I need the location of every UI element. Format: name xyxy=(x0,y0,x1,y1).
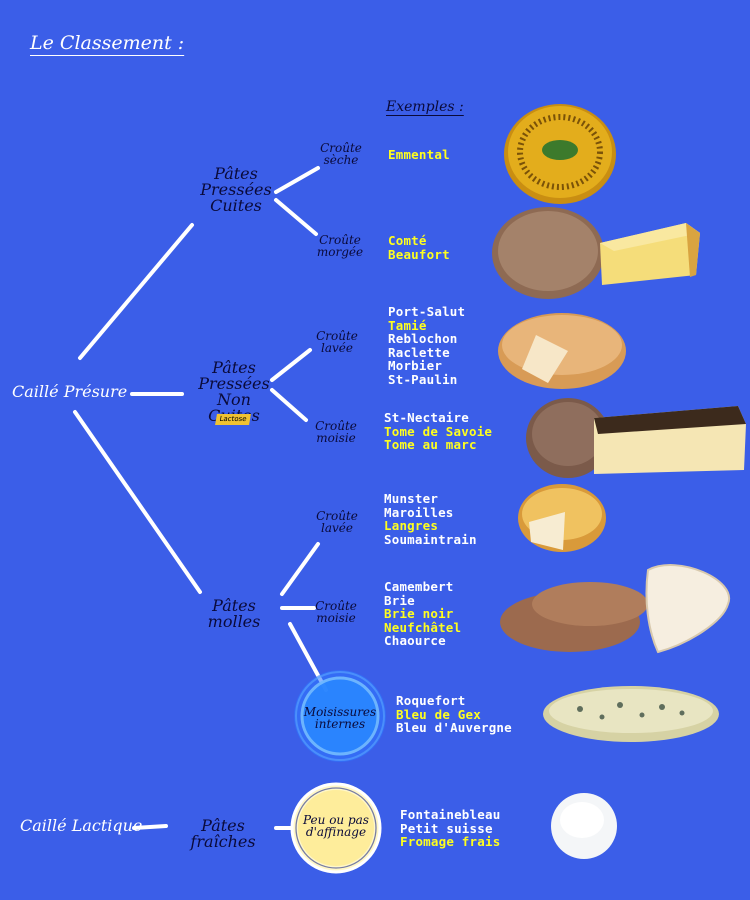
example-lavee_1-1: Tamié xyxy=(388,317,427,333)
example-lavee_2-1: Maroilles xyxy=(384,504,454,520)
examples-morgee: Comté Beaufort xyxy=(388,234,450,261)
crust-moisie-1: Croûte moisie xyxy=(315,419,357,445)
example-lavee_1-2: Reblochon xyxy=(388,331,458,346)
crust-seche: Croûte sèche xyxy=(320,141,362,167)
examples-lavee-1: Port-Salut Tamié Reblochon Raclette Morbier S… xyxy=(388,305,465,386)
example-internes-0: Roquefort xyxy=(396,693,466,708)
crust-lavee-1: Croûte lavée xyxy=(316,329,358,355)
tome-image xyxy=(526,398,746,478)
example-morgee-0: Comté xyxy=(388,233,427,248)
example-lavee_2-2: Langres xyxy=(384,518,439,533)
camembert-brie-image xyxy=(500,564,731,654)
example-moisie_2-0: Camembert xyxy=(384,579,454,594)
family-pates-fraiches: Pâtes fraîches xyxy=(190,816,256,851)
line-molles-lavee xyxy=(280,542,320,596)
example-internes-2: Bleu d'Auvergne xyxy=(396,720,512,735)
example-lavee_1-3: Raclette xyxy=(388,344,450,360)
crust-moisissures-internes: Moisissures internes xyxy=(303,705,377,731)
page-title: Le Classement : xyxy=(30,32,185,54)
roquefort-image xyxy=(543,686,719,742)
affinage-halo xyxy=(290,782,382,874)
example-moisie_1-0: St-Nectaire xyxy=(384,410,469,425)
example-moisie_2-4: Chaource xyxy=(384,633,446,648)
family-pates-molles: Pâtes molles xyxy=(207,596,261,631)
root-caille-lactique: Caillé Lactique xyxy=(20,816,143,835)
examples-seche: Emmental xyxy=(388,148,450,162)
internes-halo xyxy=(294,670,386,762)
lactose-tag: Lactose xyxy=(215,414,251,425)
family-pates-pressees-cuites: Pâtes Pressées Cuites xyxy=(200,164,272,215)
examples-moisie-2: Camembert Brie Brie noir Neufchâtel Chaource xyxy=(384,580,461,648)
example-moisie_1-2: Tome au marc xyxy=(384,437,477,452)
line-lactique-fraiches xyxy=(132,824,168,830)
example-moisie_2-2: Brie noir xyxy=(384,606,454,621)
example-internes-1: Bleu de Gex xyxy=(396,706,481,722)
example-affinage-2: Fromage frais xyxy=(400,834,501,849)
example-moisie_2-1: Brie xyxy=(384,592,415,608)
example-lavee_1-5: St-Paulin xyxy=(388,371,458,387)
fromage-frais-image xyxy=(551,793,617,859)
line-noncuites-lavee xyxy=(270,348,312,382)
root-caille-presure: Caillé Présure xyxy=(12,382,128,401)
examples-affinage: Fontainebleau Petit suisse Fromage frais xyxy=(400,808,500,849)
line-presure-molles xyxy=(73,410,202,594)
crust-morgee: Croûte morgée xyxy=(316,233,364,259)
examples-internes: Roquefort Bleu de Gex Bleu d'Auvergne xyxy=(396,694,512,735)
langres-image xyxy=(518,484,606,552)
example-moisie_2-3: Neufchâtel xyxy=(384,619,462,635)
example-morgee-1: Beaufort xyxy=(388,246,450,262)
examples-header: Exemples : xyxy=(386,99,464,115)
crust-lavee-2: Croûte lavée xyxy=(316,509,358,535)
example-moisie_1-1: Tome de Savoie xyxy=(384,423,493,439)
example-lavee_2-0: Munster xyxy=(384,491,439,506)
example-lavee_2-3: Soumaintrain xyxy=(384,531,477,547)
reblochon-image xyxy=(498,313,626,389)
crust-peu-ou-pas-affinage: Peu ou pas d'affinage xyxy=(303,813,369,839)
line-cuites-morgee xyxy=(274,198,318,236)
line-noncuites-moisie xyxy=(270,388,308,422)
example-affinage-0: Fontainebleau xyxy=(400,807,501,822)
emmental-wheel-image xyxy=(504,104,616,204)
example-affinage-1: Petit suisse xyxy=(400,820,493,836)
examples-moisie-1: St-Nectaire Tome de Savoie Tome au marc xyxy=(384,411,492,452)
examples-lavee-2: Munster Maroilles Langres Soumaintrain xyxy=(384,492,477,546)
line-presure-cuites xyxy=(78,223,194,360)
example-lavee_1-0: Port-Salut xyxy=(388,304,466,319)
comte-beaufort-image xyxy=(492,207,700,299)
line-cuites-seche xyxy=(274,166,320,194)
example-seche-0: Emmental xyxy=(388,147,450,162)
crust-moisie-2: Croûte moisie xyxy=(315,599,357,625)
example-lavee_1-4: Morbier xyxy=(388,358,443,373)
